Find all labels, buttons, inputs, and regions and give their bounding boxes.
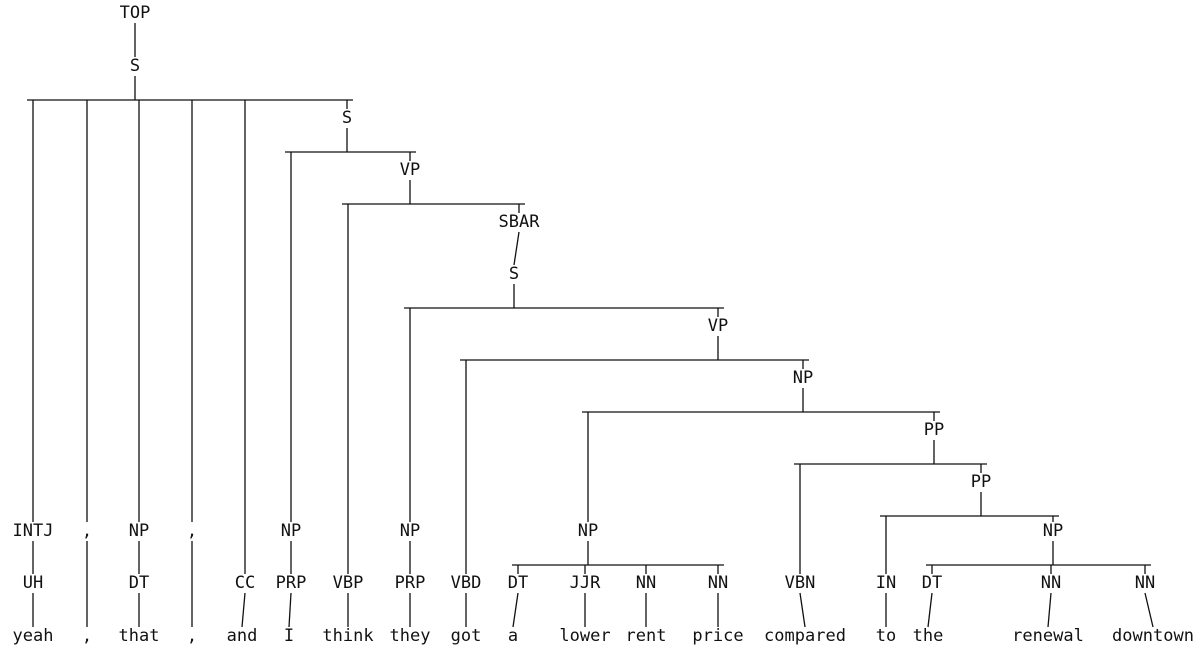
word-downtown: downtown [1112,626,1194,646]
node-nn1: NN [636,573,656,593]
node-vbd: VBD [451,573,482,593]
node-c1: , [82,521,92,541]
edge-w_renewal [1047,592,1052,628]
node-np1: NP [129,521,149,541]
word-a: a [508,626,518,646]
node-pp2: PP [971,472,991,492]
edge-w_downtown [1144,592,1154,628]
word-yeah: yeah [13,626,54,646]
edge-w_i [288,592,292,628]
node-dt3: DT [922,573,942,593]
node-nn3: NN [1041,573,1061,593]
node-nn2: NN [708,573,728,593]
node-jjr: JJR [570,573,601,593]
word-to: to [876,626,896,646]
node-s3: S [509,264,519,284]
node-vp1: VP [400,160,420,180]
node-sbar: SBAR [499,212,541,232]
word-the: the [913,626,944,646]
word-got: got [451,626,482,646]
node-vbn: VBN [785,573,816,593]
word-lower: lower [559,626,610,646]
edge-w_a [512,592,519,628]
word-they: they [390,626,431,646]
node-dt1: DT [129,573,149,593]
node-s2: S [342,108,352,128]
node-prp2: PRP [395,573,426,593]
word-renewal: renewal [1012,626,1084,646]
node-np6: NP [1043,521,1063,541]
node-s1: S [130,56,140,76]
node-np2: NP [281,521,301,541]
edge-w_and [241,592,246,628]
node-pp1: PP [924,420,944,440]
word-rent: rent [626,626,667,646]
node-dt2: DT [508,573,528,593]
node-np5: NP [578,521,598,541]
node-in: IN [876,573,896,593]
word-c1: , [82,626,92,646]
word-compared: compared [764,626,846,646]
node-np4: NP [793,368,813,388]
edge-w_compared [799,592,806,628]
word-c2: , [187,626,197,646]
node-vbp: VBP [333,573,364,593]
node-intj: INTJ [13,521,54,541]
edge-w_the [927,592,933,628]
node-nn4: NN [1135,573,1155,593]
node-cc: CC [235,573,255,593]
node-prp1: PRP [276,573,307,593]
word-i: I [284,626,294,646]
word-think: think [322,626,373,646]
node-uh: UH [23,573,43,593]
node-np3: NP [400,521,420,541]
node-top: TOP [120,3,151,23]
edge-s3 [513,231,520,266]
word-price: price [692,626,743,646]
word-that: that [119,626,160,646]
word-and: and [227,626,258,646]
node-vp2: VP [708,316,728,336]
node-c2: , [187,521,197,541]
